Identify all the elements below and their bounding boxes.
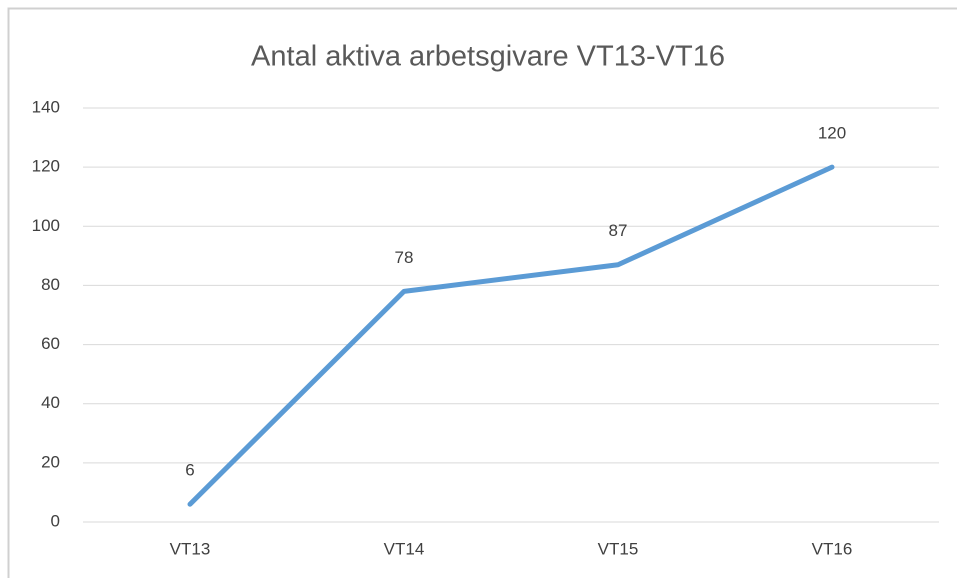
data-label: 6 — [185, 461, 194, 480]
y-tick-label: 60 — [41, 334, 60, 353]
x-tick-label: VT15 — [598, 539, 639, 558]
data-line — [187, 164, 835, 507]
data-label: 87 — [609, 221, 628, 240]
y-tick-label: 120 — [32, 157, 60, 176]
y-tick-label: 40 — [41, 393, 60, 412]
y-tick-label: 140 — [32, 97, 60, 116]
y-tick-label: 0 — [51, 511, 60, 530]
chart-border — [7, 7, 957, 578]
chart-title: Antal aktiva arbetsgivare VT13-VT16 — [251, 41, 725, 73]
x-tick-label: VT16 — [812, 539, 853, 558]
x-tick-label: VT13 — [170, 539, 211, 558]
data-label: 120 — [818, 124, 846, 143]
y-tick-label: 100 — [32, 216, 60, 235]
x-tick-label: VT14 — [384, 539, 425, 558]
y-tick-label: 80 — [41, 275, 60, 294]
data-label: 78 — [395, 248, 414, 267]
y-tick-label: 20 — [41, 452, 60, 471]
